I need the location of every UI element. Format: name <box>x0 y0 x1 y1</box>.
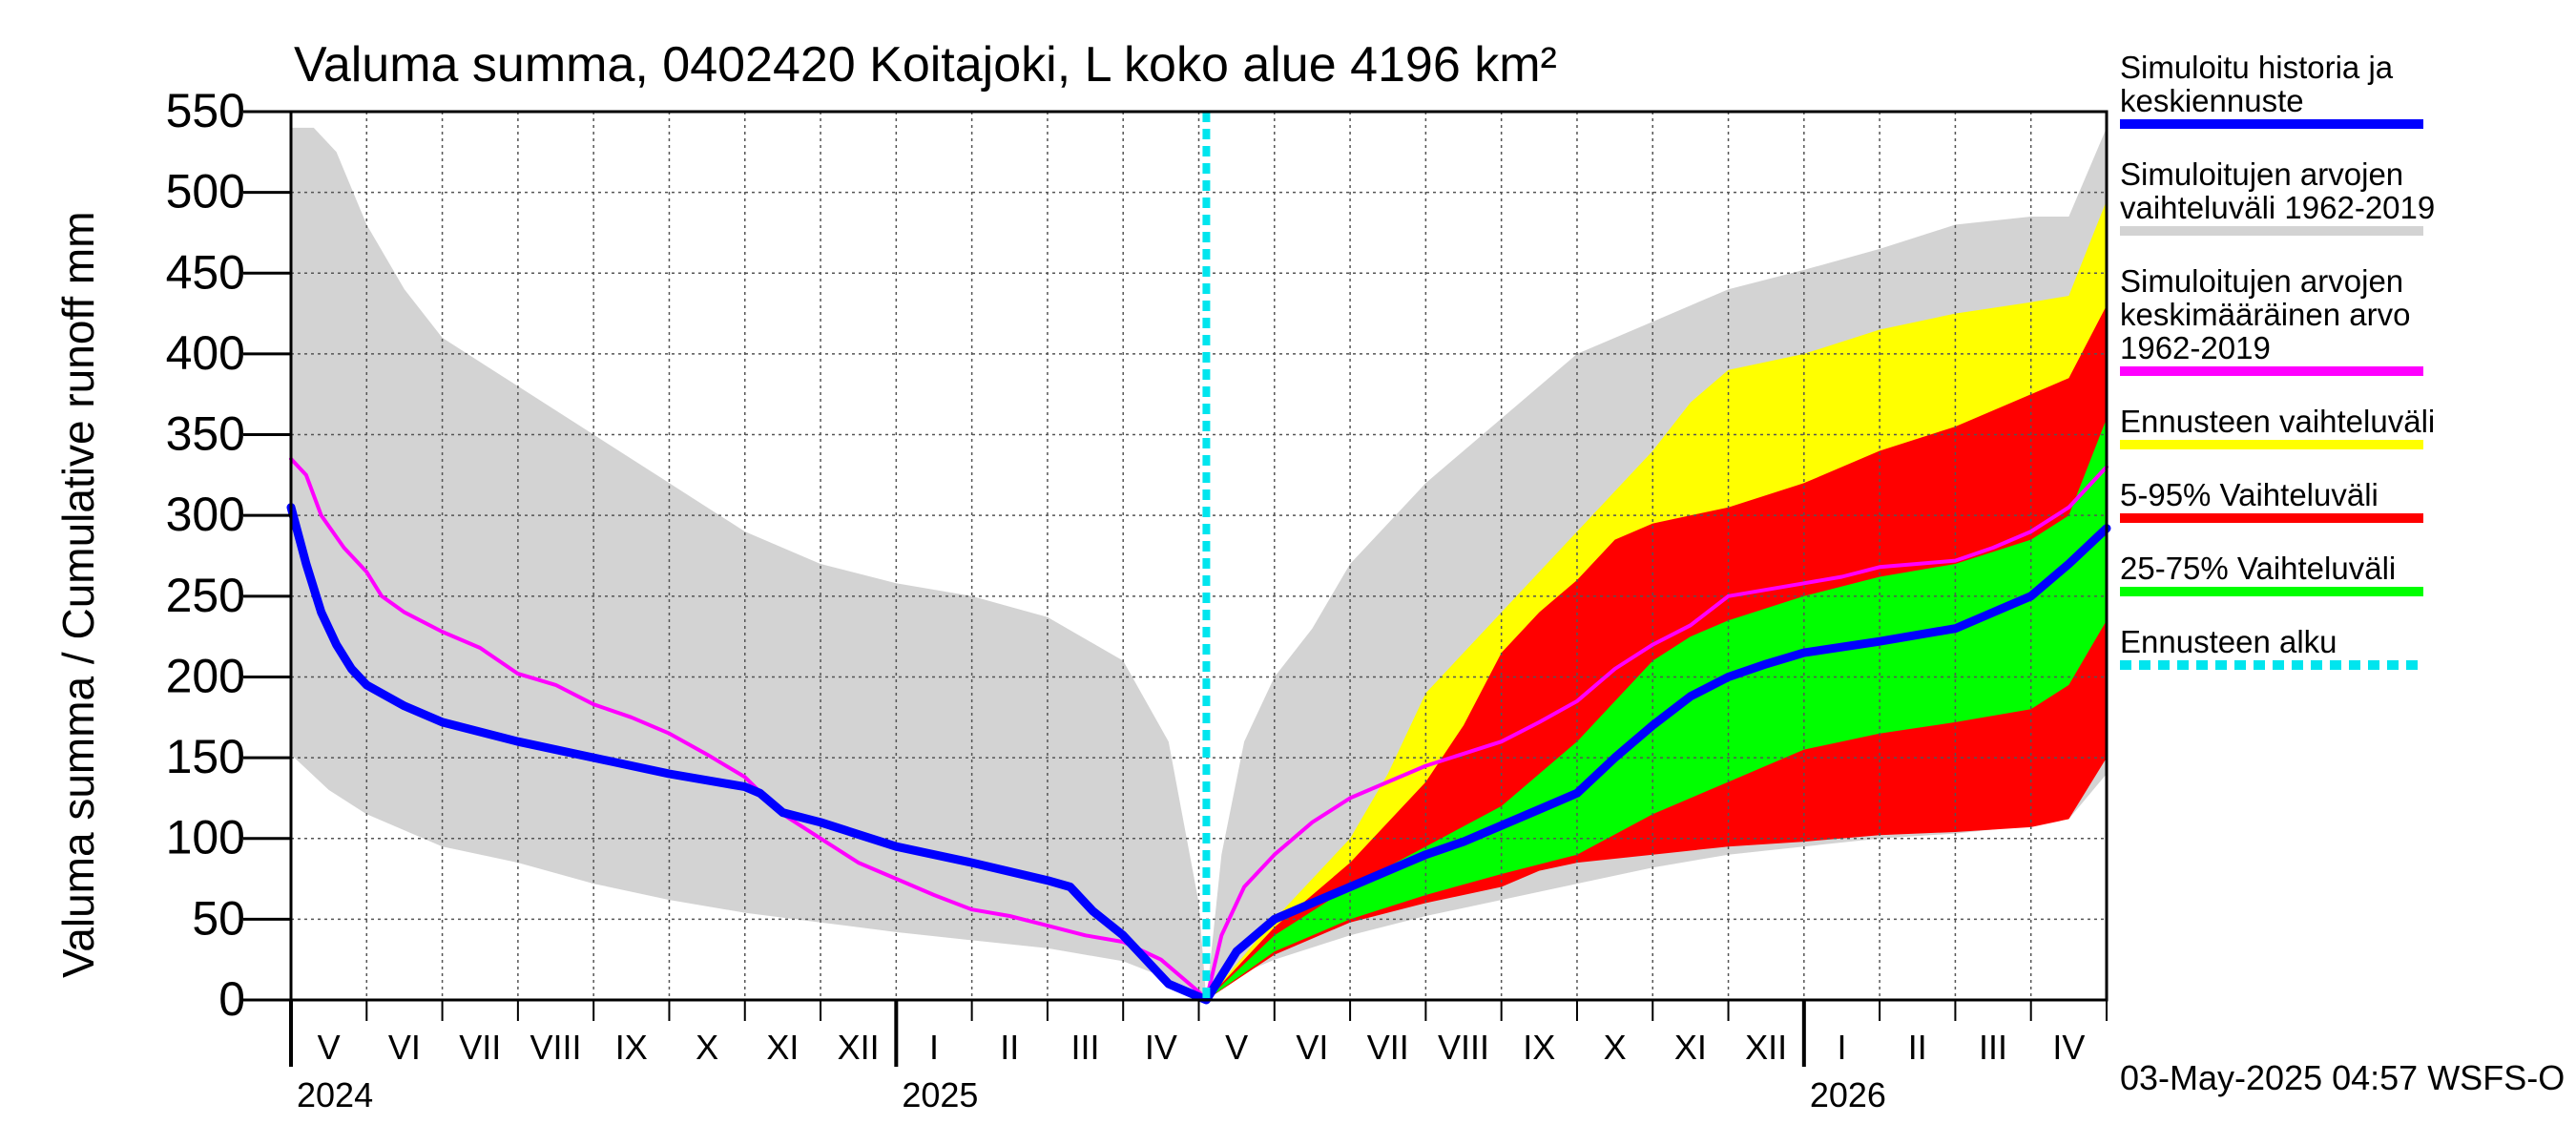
legend-label: keskimääräinen arvo <box>2120 297 2410 332</box>
x-month-label: I <box>1837 1028 1846 1067</box>
p5-95-band <box>1206 305 2107 1001</box>
y-tick-label: 150 <box>166 730 245 783</box>
y-tick-label: 450 <box>166 245 245 299</box>
legend-label: Ennusteen vaihteluväli <box>2120 404 2435 439</box>
legend-label: 25-75% Vaihteluväli <box>2120 551 2396 586</box>
x-month-label: XII <box>1745 1028 1787 1067</box>
legend-label: keskiennuste <box>2120 83 2304 118</box>
y-tick-label: 300 <box>166 488 245 541</box>
y-tick-label: 550 <box>166 84 245 137</box>
y-tick-label: 0 <box>218 972 245 1026</box>
grid-layer <box>291 112 2107 1000</box>
y-ticks-layer: 0 50 100 150 200 250 300 350 400 450 500 550 <box>166 84 291 1026</box>
x-month-label: IV <box>1145 1028 1177 1067</box>
x-month-label: X <box>1604 1028 1627 1067</box>
legend-label: Simuloitu historia ja <box>2120 50 2394 85</box>
x-month-label: VI <box>388 1028 421 1067</box>
x-year-label: 2024 <box>297 1075 373 1114</box>
mean-line <box>289 456 2109 1002</box>
x-month-label: III <box>1071 1028 1100 1067</box>
x-month-label: I <box>929 1028 939 1067</box>
legend-label: Ennusteen alku <box>2120 624 2337 659</box>
legend-label: 5-95% Vaihteluväli <box>2120 477 2379 512</box>
chart-title: Valuma summa, 0402420 Koitajoki, L koko … <box>294 37 1557 93</box>
x-month-label: VII <box>1367 1028 1409 1067</box>
x-month-label: XII <box>838 1028 880 1067</box>
x-month-label: III <box>1979 1028 2007 1067</box>
x-year-label: 2026 <box>1810 1075 1886 1114</box>
x-labels-layer: V VI VII VIII IX X XI XII I II III IV V VI VII VIII IX X X… <box>297 1028 2085 1114</box>
footer-timestamp: 03-May-2025 04:57 WSFS-O <box>2120 1058 2565 1097</box>
x-month-label: IX <box>615 1028 648 1067</box>
x-month-label: V <box>318 1028 341 1067</box>
y-tick-label: 500 <box>166 165 245 219</box>
y-tick-label: 350 <box>166 407 245 461</box>
x-month-label: IX <box>1523 1028 1555 1067</box>
x-month-label: X <box>696 1028 718 1067</box>
x-month-label: II <box>1000 1028 1019 1067</box>
legend-label: Simuloitujen arvojen <box>2120 156 2403 192</box>
x-month-label: XI <box>766 1028 799 1067</box>
legend-label: 1962-2019 <box>2120 330 2271 365</box>
legend-label: vaihteluväli 1962-2019 <box>2120 190 2435 225</box>
y-tick-label: 50 <box>192 891 245 945</box>
y-tick-label: 200 <box>166 649 245 702</box>
x-month-label: VII <box>459 1028 501 1067</box>
axes-layer <box>289 110 2109 1067</box>
x-month-label: VI <box>1296 1028 1328 1067</box>
x-month-label: IV <box>2052 1028 2085 1067</box>
x-month-label: VIII <box>1438 1028 1489 1067</box>
x-month-label: V <box>1225 1028 1248 1067</box>
y-axis-label: Valuma summa / Cumulative runoff mm <box>53 211 103 978</box>
x-month-label: VIII <box>530 1028 582 1067</box>
y-tick-label: 100 <box>166 811 245 864</box>
hist-range-band-past <box>291 127 1207 1000</box>
legend-label: Simuloitujen arvojen <box>2120 263 2403 299</box>
history-forecast-line <box>286 503 2111 1005</box>
y-tick-label: 250 <box>166 569 245 622</box>
x-month-label: II <box>1908 1028 1927 1067</box>
x-month-label: XI <box>1674 1028 1707 1067</box>
y-tick-label: 400 <box>166 326 245 380</box>
x-year-label: 2025 <box>902 1075 978 1114</box>
lines-layer <box>286 112 2111 1005</box>
